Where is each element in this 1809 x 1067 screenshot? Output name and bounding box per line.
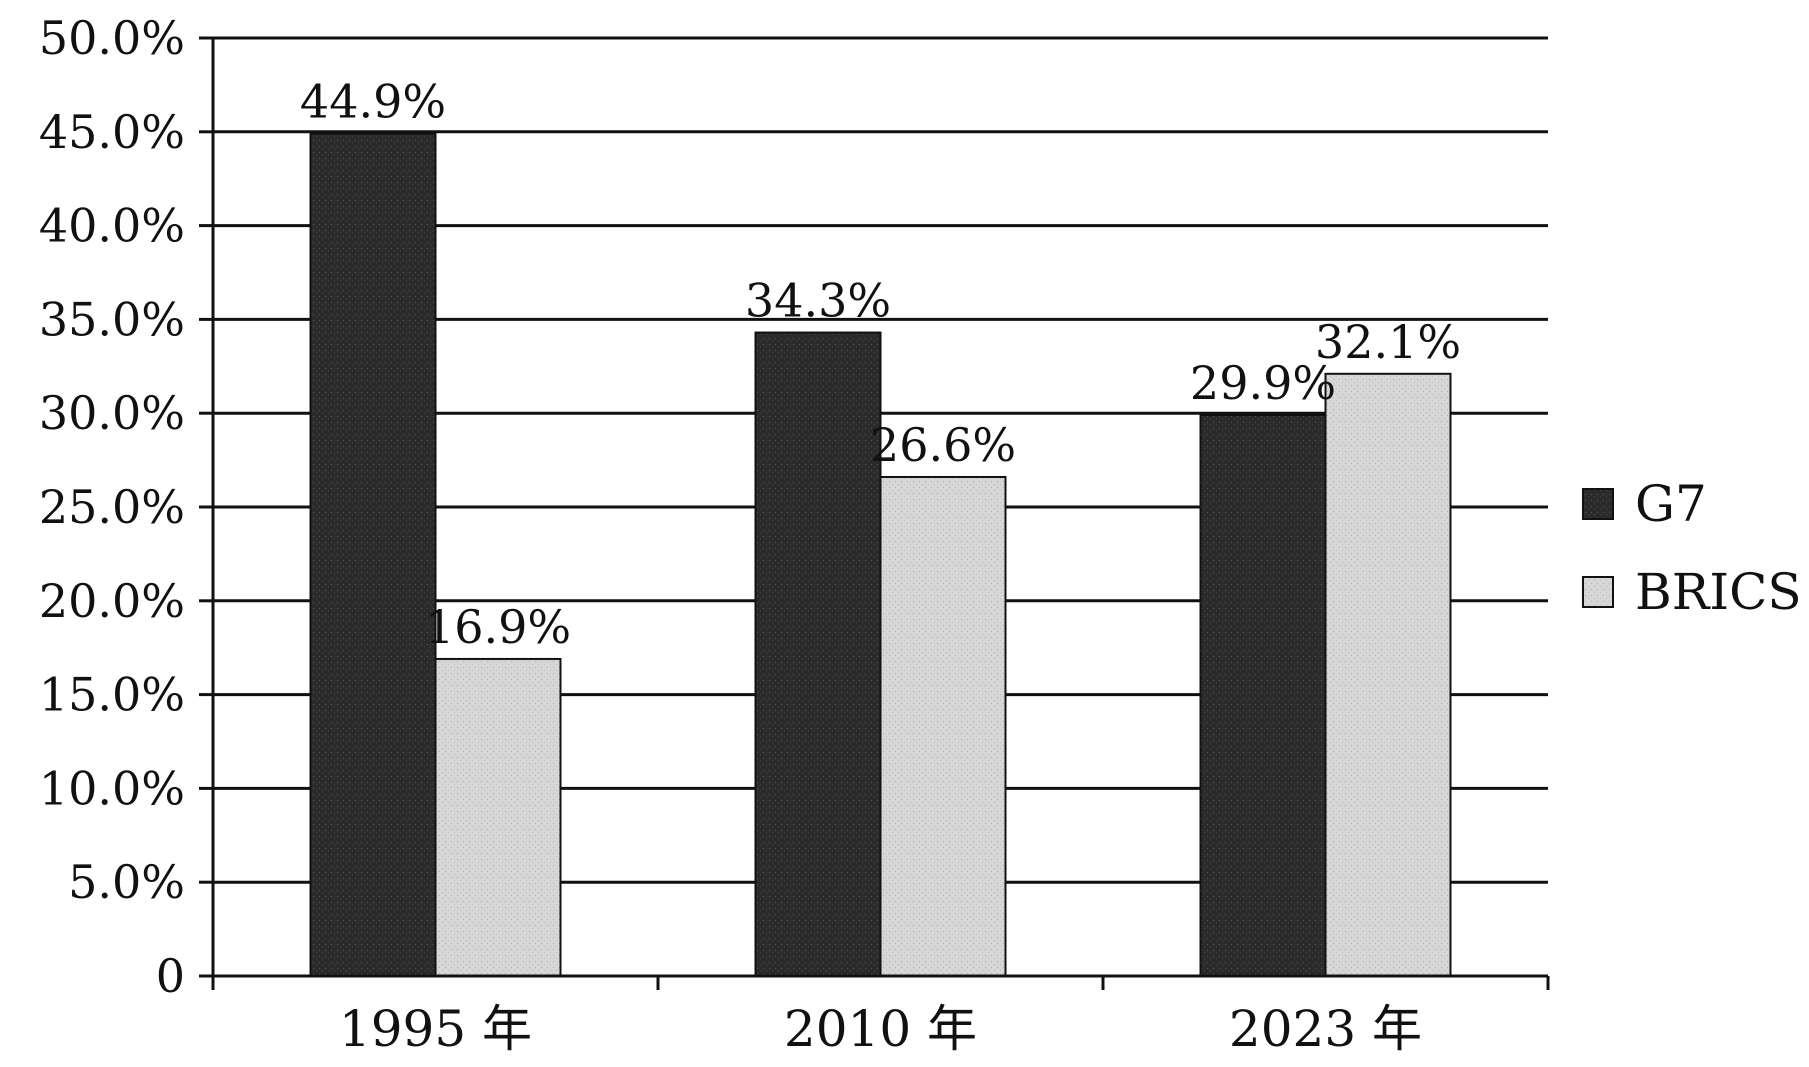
y-tick-label: 35.0% bbox=[39, 292, 185, 346]
legend-swatch-g7 bbox=[1582, 488, 1614, 520]
legend: G7 BRICS bbox=[1582, 475, 1802, 621]
y-tick-label: 15.0% bbox=[39, 668, 185, 722]
data-label: 29.9% bbox=[1190, 356, 1336, 410]
y-tick-label: 40.0% bbox=[39, 199, 185, 253]
bar-brics-1 bbox=[879, 475, 1007, 977]
legend-swatch-brics bbox=[1582, 576, 1614, 608]
legend-label: G7 bbox=[1635, 475, 1707, 533]
legend-label: BRICS bbox=[1635, 563, 1802, 621]
data-label: 26.6% bbox=[870, 418, 1016, 472]
y-tick-label: 10.0% bbox=[39, 761, 185, 815]
axes: 0 5.0% 10.0% 15.0% 20.0% 25.0% 30.0% 35.0% 40.0%… bbox=[39, 11, 1550, 1058]
x-category-label: 1995 年 bbox=[339, 1000, 532, 1058]
y-tick-label: 50.0% bbox=[39, 11, 185, 65]
y-tick-label: 5.0% bbox=[68, 855, 185, 909]
y-tick-label: 30.0% bbox=[39, 386, 185, 440]
x-category-label: 2010 年 bbox=[784, 1000, 977, 1058]
bar-brics-2 bbox=[1324, 372, 1452, 977]
bar-g7-0 bbox=[309, 132, 437, 977]
y-tick-label: 25.0% bbox=[39, 480, 185, 534]
y-tick-label: 45.0% bbox=[39, 105, 185, 159]
data-label: 44.9% bbox=[300, 75, 446, 129]
data-labels: 44.9% 34.3% 29.9% 16.9% 26.6% 32.1% bbox=[300, 75, 1461, 654]
x-category-label: 2023 年 bbox=[1229, 1000, 1422, 1058]
y-tick-label: 0 bbox=[156, 949, 185, 1003]
data-label: 34.3% bbox=[745, 274, 891, 328]
bars bbox=[309, 132, 1452, 978]
bar-brics-0 bbox=[434, 657, 562, 977]
data-label: 16.9% bbox=[425, 600, 571, 654]
data-label: 32.1% bbox=[1315, 315, 1461, 369]
y-tick-label: 20.0% bbox=[39, 574, 185, 628]
bar-g7-1 bbox=[754, 331, 882, 978]
bar-g7-2 bbox=[1199, 414, 1327, 977]
